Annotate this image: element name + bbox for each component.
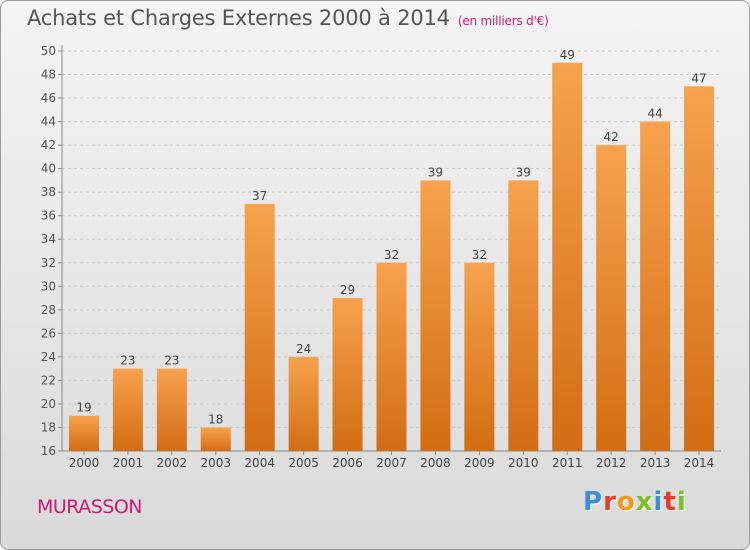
y-tick-label: 46 — [41, 91, 56, 105]
x-axis-ticks: 2000 2001 2002 2003 2004 2005 2006 2007 2008 2009… — [69, 451, 715, 470]
bar — [288, 356, 319, 451]
logo-letter: o — [616, 487, 636, 517]
y-tick-label: 20 — [41, 397, 56, 411]
logo-letter: r — [603, 487, 617, 517]
x-tick-label: 2012 — [596, 456, 627, 470]
data-label: 24 — [296, 342, 311, 356]
x-tick-label: 2000 — [69, 456, 100, 470]
data-label: 32 — [384, 248, 399, 262]
data-label: 49 — [560, 48, 575, 62]
commune-name: MURASSON — [37, 496, 143, 518]
x-tick-label: 2014 — [684, 456, 715, 470]
x-tick-label: 2010 — [508, 456, 539, 470]
y-tick-label: 22 — [41, 373, 56, 387]
x-tick-label: 2001 — [113, 456, 144, 470]
logo-letter: x — [635, 487, 654, 517]
data-label: 47 — [691, 71, 706, 85]
bar — [376, 262, 407, 451]
proxiti-logo: Proxiti — [583, 487, 687, 517]
x-tick-label: 2006 — [332, 456, 363, 470]
x-tick-label: 2013 — [640, 456, 671, 470]
logo-letter: i — [676, 487, 687, 517]
y-tick-label: 24 — [41, 350, 56, 364]
y-tick-label: 28 — [41, 303, 56, 317]
y-tick-label: 50 — [41, 44, 56, 58]
data-label: 32 — [472, 248, 487, 262]
y-tick-label: 16 — [41, 444, 56, 458]
bar — [464, 262, 495, 451]
bar — [332, 298, 363, 451]
bar — [244, 203, 275, 451]
y-axis-ticks: 16 18 20 22 24 26 28 30 32 34 36 38 40 42 44 46 48 50 — [41, 44, 62, 458]
bar — [508, 180, 539, 452]
logo-letter: P — [583, 487, 604, 517]
data-label: 19 — [76, 401, 91, 415]
data-label: 18 — [208, 412, 223, 426]
y-tick-label: 48 — [41, 68, 56, 82]
logo-letter: t — [663, 487, 677, 517]
chart-title: Achats et Charges Externes 2000 à 2014 (e… — [27, 6, 549, 30]
data-label: 42 — [604, 130, 619, 144]
data-label: 39 — [428, 165, 443, 179]
y-tick-label: 42 — [41, 138, 56, 152]
data-label: 37 — [252, 189, 267, 203]
y-tick-label: 34 — [41, 232, 56, 246]
y-tick-label: 44 — [41, 115, 56, 129]
data-label: 39 — [516, 165, 531, 179]
data-label: 23 — [164, 354, 179, 368]
y-tick-label: 32 — [41, 256, 56, 270]
y-tick-label: 18 — [41, 420, 56, 434]
bar — [552, 62, 583, 451]
bar — [420, 180, 451, 452]
bar — [640, 121, 671, 452]
x-tick-label: 2002 — [157, 456, 188, 470]
bar — [200, 427, 231, 451]
x-tick-label: 2008 — [420, 456, 451, 470]
bar — [156, 368, 187, 451]
data-labels: 19 23 23 18 37 24 29 32 39 32 39 49 42 44 47 — [76, 48, 706, 427]
x-tick-label: 2003 — [200, 456, 231, 470]
logo-letter: i — [653, 487, 664, 517]
data-label: 23 — [120, 354, 135, 368]
bar — [596, 145, 627, 451]
x-tick-label: 2005 — [288, 456, 319, 470]
y-tick-label: 30 — [41, 279, 56, 293]
y-tick-label: 40 — [41, 162, 56, 176]
chart-subtitle: (en milliers d'€) — [457, 14, 549, 28]
x-tick-label: 2007 — [376, 456, 407, 470]
bar-series — [68, 62, 715, 452]
x-tick-label: 2009 — [464, 456, 495, 470]
bar — [68, 415, 99, 451]
x-tick-label: 2011 — [552, 456, 583, 470]
y-tick-label: 38 — [41, 185, 56, 199]
title-text: Achats et Charges Externes 2000 à 2014 — [27, 6, 450, 30]
x-tick-label: 2004 — [244, 456, 275, 470]
y-tick-label: 36 — [41, 209, 56, 223]
y-tick-label: 26 — [41, 326, 56, 340]
data-label: 44 — [647, 107, 662, 121]
bar — [684, 86, 715, 451]
bar — [112, 368, 143, 451]
data-label: 29 — [340, 283, 355, 297]
